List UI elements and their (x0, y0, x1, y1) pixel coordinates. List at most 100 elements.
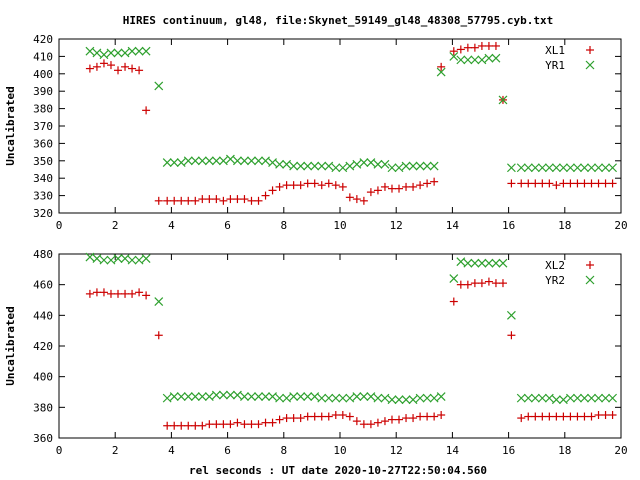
data-point (92, 288, 101, 297)
data-point (331, 393, 341, 403)
data-point (359, 420, 368, 429)
data-point (289, 414, 298, 423)
data-point (484, 277, 493, 286)
data-point (275, 393, 285, 403)
data-point (456, 257, 466, 267)
x-tick-label: 2 (112, 444, 119, 457)
y-tick-label: 340 (33, 172, 53, 185)
data-point (373, 159, 383, 169)
data-point (530, 393, 540, 403)
series-yr1 (85, 46, 617, 173)
data-point (601, 393, 610, 403)
data-point (415, 161, 425, 171)
data-point (565, 163, 575, 173)
data-point (366, 158, 376, 167)
data-point (395, 415, 404, 424)
data-point (191, 196, 200, 205)
data-point (545, 179, 554, 188)
data-point (594, 163, 603, 173)
x-tick-label: 6 (224, 444, 231, 457)
data-point (409, 414, 418, 423)
y-tick-label: 350 (33, 155, 53, 168)
data-point (423, 179, 432, 188)
x-tick-label: 10 (333, 444, 346, 457)
data-point (538, 412, 547, 421)
data-point (106, 289, 115, 298)
data-point (345, 412, 354, 421)
data-point (176, 392, 186, 402)
data-point (352, 195, 361, 204)
data-point (268, 186, 277, 195)
data-point (402, 182, 411, 191)
data-point (498, 279, 507, 288)
data-point (524, 412, 533, 421)
data-point (338, 182, 347, 191)
y-tick-label: 360 (33, 432, 53, 445)
data-point (135, 66, 144, 75)
data-point (261, 156, 270, 166)
data-point (587, 412, 596, 421)
data-point (524, 179, 533, 188)
data-point (401, 395, 411, 405)
data-point (437, 411, 446, 419)
data-point (484, 53, 494, 63)
data-point (183, 392, 193, 402)
data-point (296, 414, 305, 423)
data-point (233, 156, 242, 166)
y-tick-label: 440 (33, 309, 53, 322)
data-point (247, 156, 256, 166)
data-point (387, 395, 397, 405)
y-tick-label: 420 (33, 33, 53, 46)
data-point (552, 412, 561, 421)
data-point (331, 163, 341, 173)
data-point (601, 179, 610, 188)
data-point (580, 179, 589, 188)
x-tick-label: 18 (558, 444, 571, 457)
upper-plot-panel: 0 2 4 6 8 10 12 14 16 18 20 320 330 340 350 360 370 380 39… (4, 33, 628, 232)
data-point (401, 161, 411, 171)
data-point (394, 163, 404, 173)
data-point (352, 392, 362, 402)
data-point (233, 418, 242, 427)
y-tick-label: 480 (33, 248, 53, 261)
data-point (282, 414, 291, 423)
data-point (317, 412, 326, 421)
legend-marker (585, 275, 595, 285)
data-point (205, 195, 214, 204)
chart-title: HIRES continuum, gl48, file:Skynet_59149… (123, 14, 553, 27)
data-point (128, 289, 137, 298)
data-point (566, 412, 575, 421)
data-point (587, 179, 596, 188)
data-point (608, 163, 617, 173)
data-point (296, 181, 305, 190)
y-tick-label: 420 (33, 340, 53, 353)
y-tick-label: 330 (33, 190, 53, 203)
data-point (142, 291, 151, 300)
data-point (261, 392, 270, 402)
data-point (99, 59, 108, 68)
data-point (366, 392, 376, 402)
x-tick-label: 20 (614, 219, 627, 232)
data-point (177, 196, 186, 205)
data-point (449, 47, 458, 56)
data-point (226, 420, 235, 429)
data-point (580, 412, 589, 421)
data-point (517, 179, 526, 188)
data-point (429, 393, 439, 403)
data-point (601, 163, 610, 173)
data-point (456, 45, 465, 54)
data-point (491, 53, 501, 63)
data-point (436, 392, 446, 402)
data-point (456, 280, 465, 289)
data-point (254, 196, 263, 205)
data-point (366, 420, 375, 429)
data-point (324, 161, 334, 171)
data-point (537, 393, 547, 403)
data-point (197, 156, 207, 166)
data-point (416, 412, 425, 421)
data-point (491, 258, 501, 268)
data-point (225, 154, 235, 164)
data-point (99, 50, 109, 60)
data-point (449, 274, 459, 283)
data-point (303, 392, 313, 402)
